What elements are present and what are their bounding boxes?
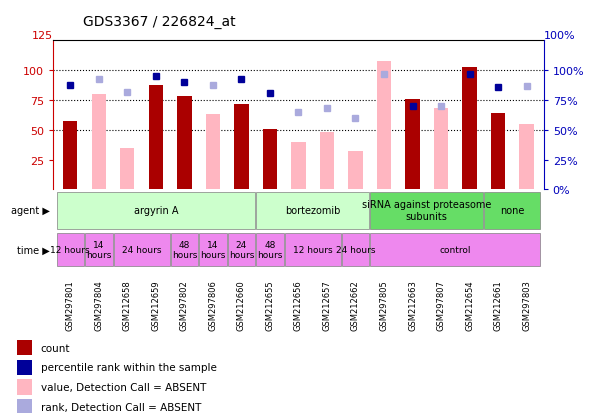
Text: GSM212662: GSM212662: [351, 280, 360, 330]
Text: 12 hours: 12 hours: [50, 245, 90, 254]
Text: 14
hours: 14 hours: [200, 240, 226, 259]
FancyBboxPatch shape: [85, 233, 112, 267]
Bar: [348, 152, 363, 190]
Bar: [18, 360, 32, 375]
Text: 12 hours: 12 hours: [293, 245, 333, 254]
Text: GDS3367 / 226824_at: GDS3367 / 226824_at: [83, 15, 235, 29]
Text: value, Detection Call = ABSENT: value, Detection Call = ABSENT: [41, 382, 206, 392]
Bar: [519, 125, 534, 190]
Bar: [120, 148, 135, 190]
Text: GSM297802: GSM297802: [180, 280, 189, 330]
Text: agent ▶: agent ▶: [11, 206, 50, 216]
Text: 125: 125: [32, 31, 53, 41]
FancyBboxPatch shape: [371, 192, 483, 229]
Text: GSM212655: GSM212655: [265, 280, 274, 330]
Bar: [491, 114, 505, 190]
Text: percentile rank within the sample: percentile rank within the sample: [41, 362, 216, 373]
Bar: [18, 379, 32, 395]
Bar: [405, 100, 420, 190]
Text: 100%: 100%: [544, 31, 576, 41]
Text: rank, Detection Call = ABSENT: rank, Detection Call = ABSENT: [41, 402, 201, 412]
Text: GSM297803: GSM297803: [522, 280, 531, 330]
FancyBboxPatch shape: [342, 233, 369, 267]
Text: 48
hours: 48 hours: [172, 240, 197, 259]
Bar: [434, 109, 448, 190]
Bar: [206, 115, 220, 190]
Text: 24 hours: 24 hours: [336, 245, 375, 254]
Text: bortezomib: bortezomib: [285, 206, 340, 216]
FancyBboxPatch shape: [256, 192, 369, 229]
FancyBboxPatch shape: [228, 233, 255, 267]
FancyBboxPatch shape: [57, 233, 84, 267]
Text: time ▶: time ▶: [18, 245, 50, 255]
Bar: [377, 62, 391, 190]
Bar: [320, 133, 334, 190]
Text: GSM297807: GSM297807: [437, 280, 446, 330]
FancyBboxPatch shape: [113, 233, 170, 267]
FancyBboxPatch shape: [485, 192, 540, 229]
FancyBboxPatch shape: [371, 233, 540, 267]
Bar: [263, 129, 277, 190]
Text: GSM212657: GSM212657: [323, 280, 332, 330]
FancyBboxPatch shape: [285, 233, 340, 267]
Bar: [63, 122, 77, 190]
Bar: [234, 104, 249, 190]
Text: control: control: [440, 245, 471, 254]
FancyBboxPatch shape: [199, 233, 226, 267]
Bar: [18, 399, 32, 413]
Text: GSM212663: GSM212663: [408, 280, 417, 330]
FancyBboxPatch shape: [256, 233, 284, 267]
Text: GSM212661: GSM212661: [493, 280, 502, 330]
Text: GSM212658: GSM212658: [123, 280, 132, 330]
Text: 24 hours: 24 hours: [122, 245, 161, 254]
Text: 24
hours: 24 hours: [229, 240, 254, 259]
Bar: [462, 67, 477, 190]
Text: count: count: [41, 343, 70, 353]
Text: 48
hours: 48 hours: [257, 240, 282, 259]
Bar: [177, 97, 191, 190]
Text: GSM212654: GSM212654: [465, 280, 474, 330]
Text: GSM297804: GSM297804: [95, 280, 103, 330]
Text: 14
hours: 14 hours: [86, 240, 112, 259]
Text: siRNA against proteasome
subunits: siRNA against proteasome subunits: [362, 200, 492, 221]
Text: GSM297801: GSM297801: [66, 280, 75, 330]
Bar: [149, 85, 163, 190]
Text: GSM212656: GSM212656: [294, 280, 303, 330]
Bar: [18, 340, 32, 356]
Bar: [92, 95, 106, 190]
Bar: [291, 142, 306, 190]
Text: GSM212659: GSM212659: [151, 280, 160, 330]
Text: GSM297805: GSM297805: [379, 280, 388, 330]
Text: GSM297806: GSM297806: [209, 280, 217, 330]
FancyBboxPatch shape: [171, 233, 198, 267]
Text: argyrin A: argyrin A: [134, 206, 178, 216]
Text: GSM212660: GSM212660: [237, 280, 246, 330]
Text: none: none: [500, 206, 525, 216]
FancyBboxPatch shape: [57, 192, 255, 229]
